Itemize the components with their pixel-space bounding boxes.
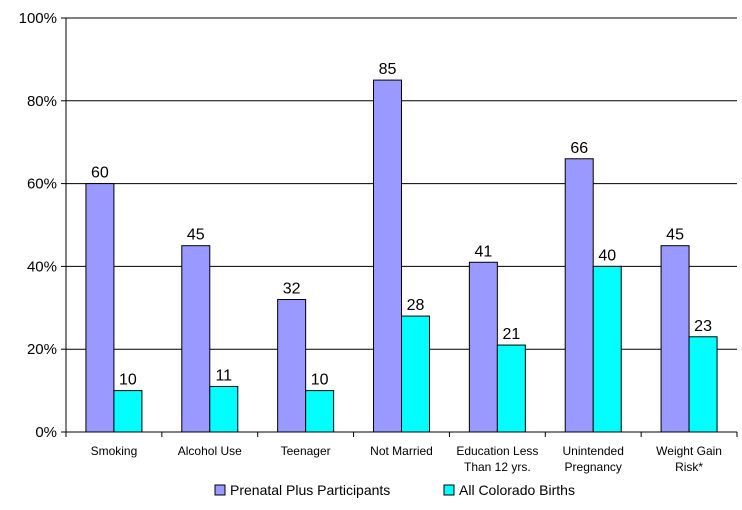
bar	[660, 245, 690, 433]
x-tick-label: Not Married	[370, 444, 433, 458]
x-tick-label: Smoking	[91, 444, 138, 458]
y-tick-label: 0%	[35, 424, 57, 441]
y-tick-label: 40%	[27, 258, 57, 275]
y-tick-label: 60%	[27, 176, 57, 193]
bar	[209, 385, 239, 433]
data-label: 32	[283, 281, 301, 298]
axes	[61, 17, 738, 437]
data-label: 21	[502, 326, 520, 343]
bar	[305, 390, 335, 433]
bar	[277, 299, 307, 433]
bar	[113, 390, 143, 433]
data-label: 28	[407, 297, 425, 314]
bars	[85, 79, 718, 433]
bar	[496, 344, 526, 433]
y-tick-label: 20%	[27, 341, 57, 358]
bar	[401, 315, 430, 433]
data-label: 23	[694, 318, 712, 335]
data-label: 45	[187, 227, 205, 244]
bar	[688, 336, 718, 433]
legend-label: All Colorado Births	[459, 482, 575, 498]
data-label: 45	[666, 227, 684, 244]
data-label: 10	[311, 372, 329, 389]
legend-swatch	[214, 484, 226, 496]
data-label: 60	[91, 165, 109, 182]
x-tick-label: Education Less Than 12 yrs.	[456, 444, 538, 474]
x-tick-label: Teenager	[281, 444, 331, 458]
data-label: 11	[215, 367, 232, 384]
legend-label: Prenatal Plus Participants	[230, 482, 390, 498]
data-label: 40	[598, 247, 616, 264]
x-tick-label: Alcohol Use	[178, 444, 242, 458]
y-tick-label: 80%	[27, 93, 57, 110]
bar	[181, 245, 211, 433]
x-tick-label: Weight Gain Risk*	[656, 444, 722, 474]
bar	[373, 79, 402, 433]
legend: Prenatal Plus Participants All Colorado B…	[214, 482, 575, 498]
bar	[592, 265, 622, 433]
labels: 0% 20% 40% 60% 80% 100% 60 45 32 85 41 66 45 10 11 10 28…	[19, 10, 722, 474]
y-tick-label: 100%	[19, 10, 57, 27]
data-label: 41	[474, 243, 492, 260]
bar	[468, 261, 498, 433]
data-label: 66	[570, 140, 588, 157]
bar	[564, 158, 594, 433]
legend-swatch	[443, 484, 455, 496]
x-tick-label: Unintended Pregnancy	[563, 444, 624, 474]
data-label: 10	[119, 372, 137, 389]
data-label: 85	[379, 61, 397, 78]
bar	[85, 183, 115, 433]
